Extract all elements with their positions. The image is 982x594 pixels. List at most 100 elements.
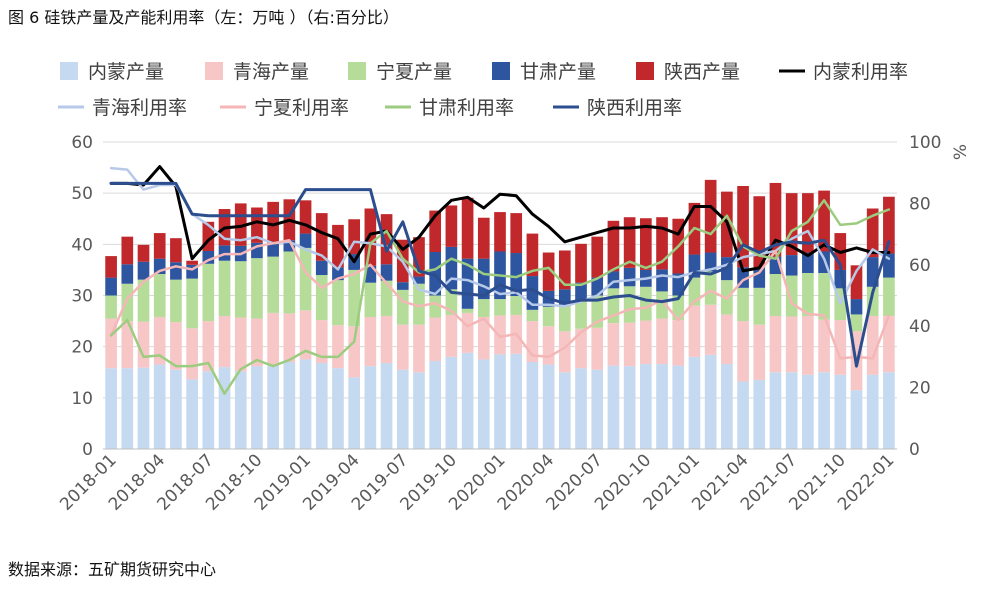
y-left-tick-label: 60 bbox=[71, 133, 93, 153]
bar-segment bbox=[364, 366, 377, 449]
bar-segment bbox=[591, 236, 604, 278]
bar-segment bbox=[640, 218, 652, 270]
bar-segment bbox=[623, 366, 636, 449]
legend-label: 青海利用率 bbox=[92, 97, 187, 119]
bar-segment bbox=[170, 322, 182, 370]
y-right-unit: % bbox=[951, 144, 971, 160]
bar-segment bbox=[542, 252, 555, 291]
legend-swatch bbox=[636, 62, 654, 80]
bar-segment bbox=[364, 208, 377, 266]
bar-segment bbox=[494, 212, 506, 252]
legend-swatch bbox=[492, 62, 510, 80]
bar-segment bbox=[607, 271, 620, 289]
bar-segment bbox=[785, 372, 798, 449]
bar-segment bbox=[640, 364, 652, 449]
bar-segment bbox=[121, 264, 134, 284]
bar-segment bbox=[218, 260, 231, 316]
bar-segment bbox=[267, 256, 279, 313]
bar-segment bbox=[283, 240, 296, 252]
bar-segment bbox=[704, 354, 717, 449]
bar-segment bbox=[137, 279, 150, 322]
legend-label: 宁夏利用率 bbox=[254, 97, 349, 119]
legend-label: 内蒙产量 bbox=[88, 61, 164, 83]
bar-segment bbox=[202, 263, 215, 322]
bar-segment bbox=[526, 321, 539, 363]
bar-segment bbox=[688, 305, 701, 357]
y-left-tick-label: 10 bbox=[71, 389, 93, 409]
bar-segment bbox=[785, 193, 798, 256]
bar-segment bbox=[153, 274, 166, 317]
bar-segment bbox=[802, 315, 814, 375]
bar-segment bbox=[380, 280, 393, 316]
bar-segment bbox=[461, 352, 474, 449]
bar-segment bbox=[688, 254, 701, 278]
bar-segment bbox=[737, 287, 749, 322]
bar-segment bbox=[429, 317, 442, 361]
legend-label: 宁夏产量 bbox=[376, 61, 452, 83]
bar-segment bbox=[202, 250, 215, 264]
bar-segment bbox=[850, 299, 863, 315]
bar-segment bbox=[672, 273, 685, 296]
chart-title: 图 6 硅铁产量及产能利用率（左：万吨 ）（右:百分比） bbox=[8, 8, 399, 27]
bar-segment bbox=[137, 321, 150, 368]
bar-segment bbox=[234, 261, 247, 318]
bar-segment bbox=[380, 315, 393, 364]
bar-segment bbox=[526, 309, 539, 322]
bar-segment bbox=[267, 365, 279, 449]
bar-segment bbox=[445, 356, 458, 449]
bar-segment bbox=[251, 242, 263, 259]
bar-segment bbox=[558, 289, 571, 306]
bar-segment bbox=[170, 262, 182, 280]
bar-segment bbox=[656, 318, 668, 365]
bar-segment bbox=[251, 207, 263, 243]
bar-segment bbox=[737, 186, 749, 268]
rate-line bbox=[109, 166, 891, 308]
bar-segment bbox=[737, 267, 749, 288]
bar-segment bbox=[396, 369, 409, 449]
bar-segment bbox=[429, 210, 442, 253]
bar-segment bbox=[121, 283, 134, 322]
bar-segment bbox=[542, 364, 555, 449]
bar-segment bbox=[721, 364, 733, 449]
bar-segment bbox=[785, 255, 798, 276]
bar-segment bbox=[866, 208, 879, 258]
bar-segment bbox=[558, 331, 571, 373]
rate-line bbox=[109, 165, 891, 273]
bar-segment bbox=[105, 277, 117, 296]
bar-segment bbox=[591, 277, 604, 296]
bar-segment bbox=[542, 326, 555, 365]
bar-segment bbox=[688, 356, 701, 449]
rate-line bbox=[109, 238, 891, 360]
bar-segment bbox=[283, 313, 296, 363]
bar-segment bbox=[186, 260, 198, 265]
bar-segment bbox=[640, 320, 652, 365]
bar-segment bbox=[477, 316, 490, 360]
bar-segment bbox=[137, 244, 150, 262]
bar-segment bbox=[753, 379, 766, 449]
bar-segment bbox=[477, 359, 490, 449]
bar-segment bbox=[348, 219, 360, 255]
bar-segment bbox=[153, 258, 166, 275]
bar-segment bbox=[153, 316, 166, 365]
bar-segment bbox=[477, 258, 490, 300]
legend-label: 陕西利用率 bbox=[587, 97, 682, 119]
bar-segment bbox=[737, 381, 749, 449]
bar-segment bbox=[348, 326, 360, 378]
bar-segment bbox=[704, 304, 717, 355]
bar-segment bbox=[348, 269, 360, 327]
bar-segment bbox=[283, 362, 296, 449]
bar-segment bbox=[348, 377, 360, 449]
bar-segment bbox=[623, 322, 636, 367]
bar-segment bbox=[753, 287, 766, 325]
bar-segment bbox=[802, 252, 814, 273]
bar-segment bbox=[672, 365, 685, 449]
bar-segment bbox=[834, 320, 847, 375]
bar-segment bbox=[558, 305, 571, 332]
bar-segment bbox=[510, 353, 523, 449]
bar-segment bbox=[137, 261, 150, 280]
bar-segment bbox=[753, 196, 766, 268]
bar-segment bbox=[753, 267, 766, 288]
bar-segment bbox=[186, 278, 198, 329]
bar-segment bbox=[866, 286, 879, 316]
bar-segment bbox=[251, 366, 263, 449]
